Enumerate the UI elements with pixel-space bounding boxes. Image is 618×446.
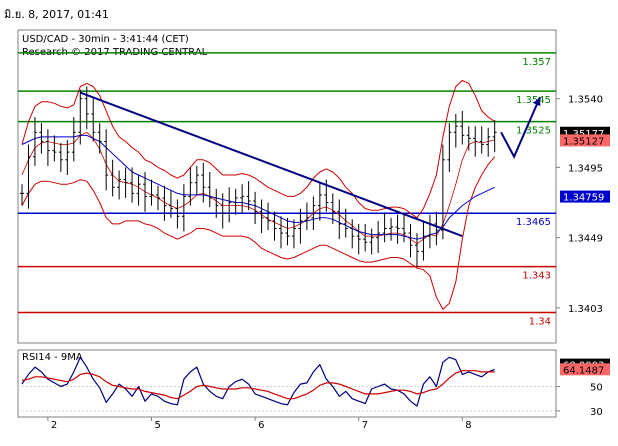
bollinger-upper-line [21, 79, 495, 219]
price-flag [560, 190, 610, 203]
price-panel: USD/CAD - 30min - 3:41:44 (CET)Research … [17, 29, 610, 344]
price-tick-label: 1.3403 [568, 304, 603, 315]
rsi-frame [17, 349, 557, 418]
rsi-line [21, 356, 495, 407]
price-tick-label: 1.3540 [568, 95, 603, 106]
x-tick-label: 5 [155, 420, 161, 431]
x-tick-label: 7 [362, 420, 368, 431]
projection-path [500, 96, 541, 159]
level-label: 1.343 [522, 271, 551, 282]
bollinger-lower-line [21, 156, 496, 310]
price-flag-label: 1.35127 [563, 136, 604, 147]
moving-average-line [21, 134, 495, 240]
timestamp: มิ.ย. 8, 2017, 01:41 [4, 8, 109, 21]
level-label: 1.3525 [516, 126, 551, 137]
level-label: 1.3465 [516, 217, 551, 228]
rsi-flag-label: 64.1487 [563, 365, 604, 376]
rsi-tick-label: 50 [590, 383, 603, 394]
trendline [79, 91, 463, 238]
price-tick-label: 1.3449 [568, 234, 603, 245]
bollinger-middle-line [21, 131, 495, 245]
price-flag [560, 134, 610, 147]
rsi-ma-line [21, 370, 495, 400]
chart-title: USD/CAD - 30min - 3:41:44 (CET) [22, 34, 189, 45]
level-label: 1.34 [529, 316, 551, 327]
level-label: 1.357 [522, 57, 551, 68]
rsi-flag [560, 363, 610, 376]
x-tick-label: 2 [51, 420, 57, 431]
rsi-tick-label: 30 [590, 407, 603, 418]
x-tick-label: 8 [465, 420, 471, 431]
price-flag-label: 1.34759 [563, 193, 604, 204]
price-tick-label: 1.3495 [568, 163, 603, 174]
rsi-title: RSI14 - 9MA [22, 352, 83, 363]
projection-arrowhead [533, 97, 541, 107]
level-label: 1.3545 [516, 95, 551, 106]
price-flag-label: 1.35177 [563, 129, 604, 140]
x-tick-label: 6 [258, 420, 264, 431]
